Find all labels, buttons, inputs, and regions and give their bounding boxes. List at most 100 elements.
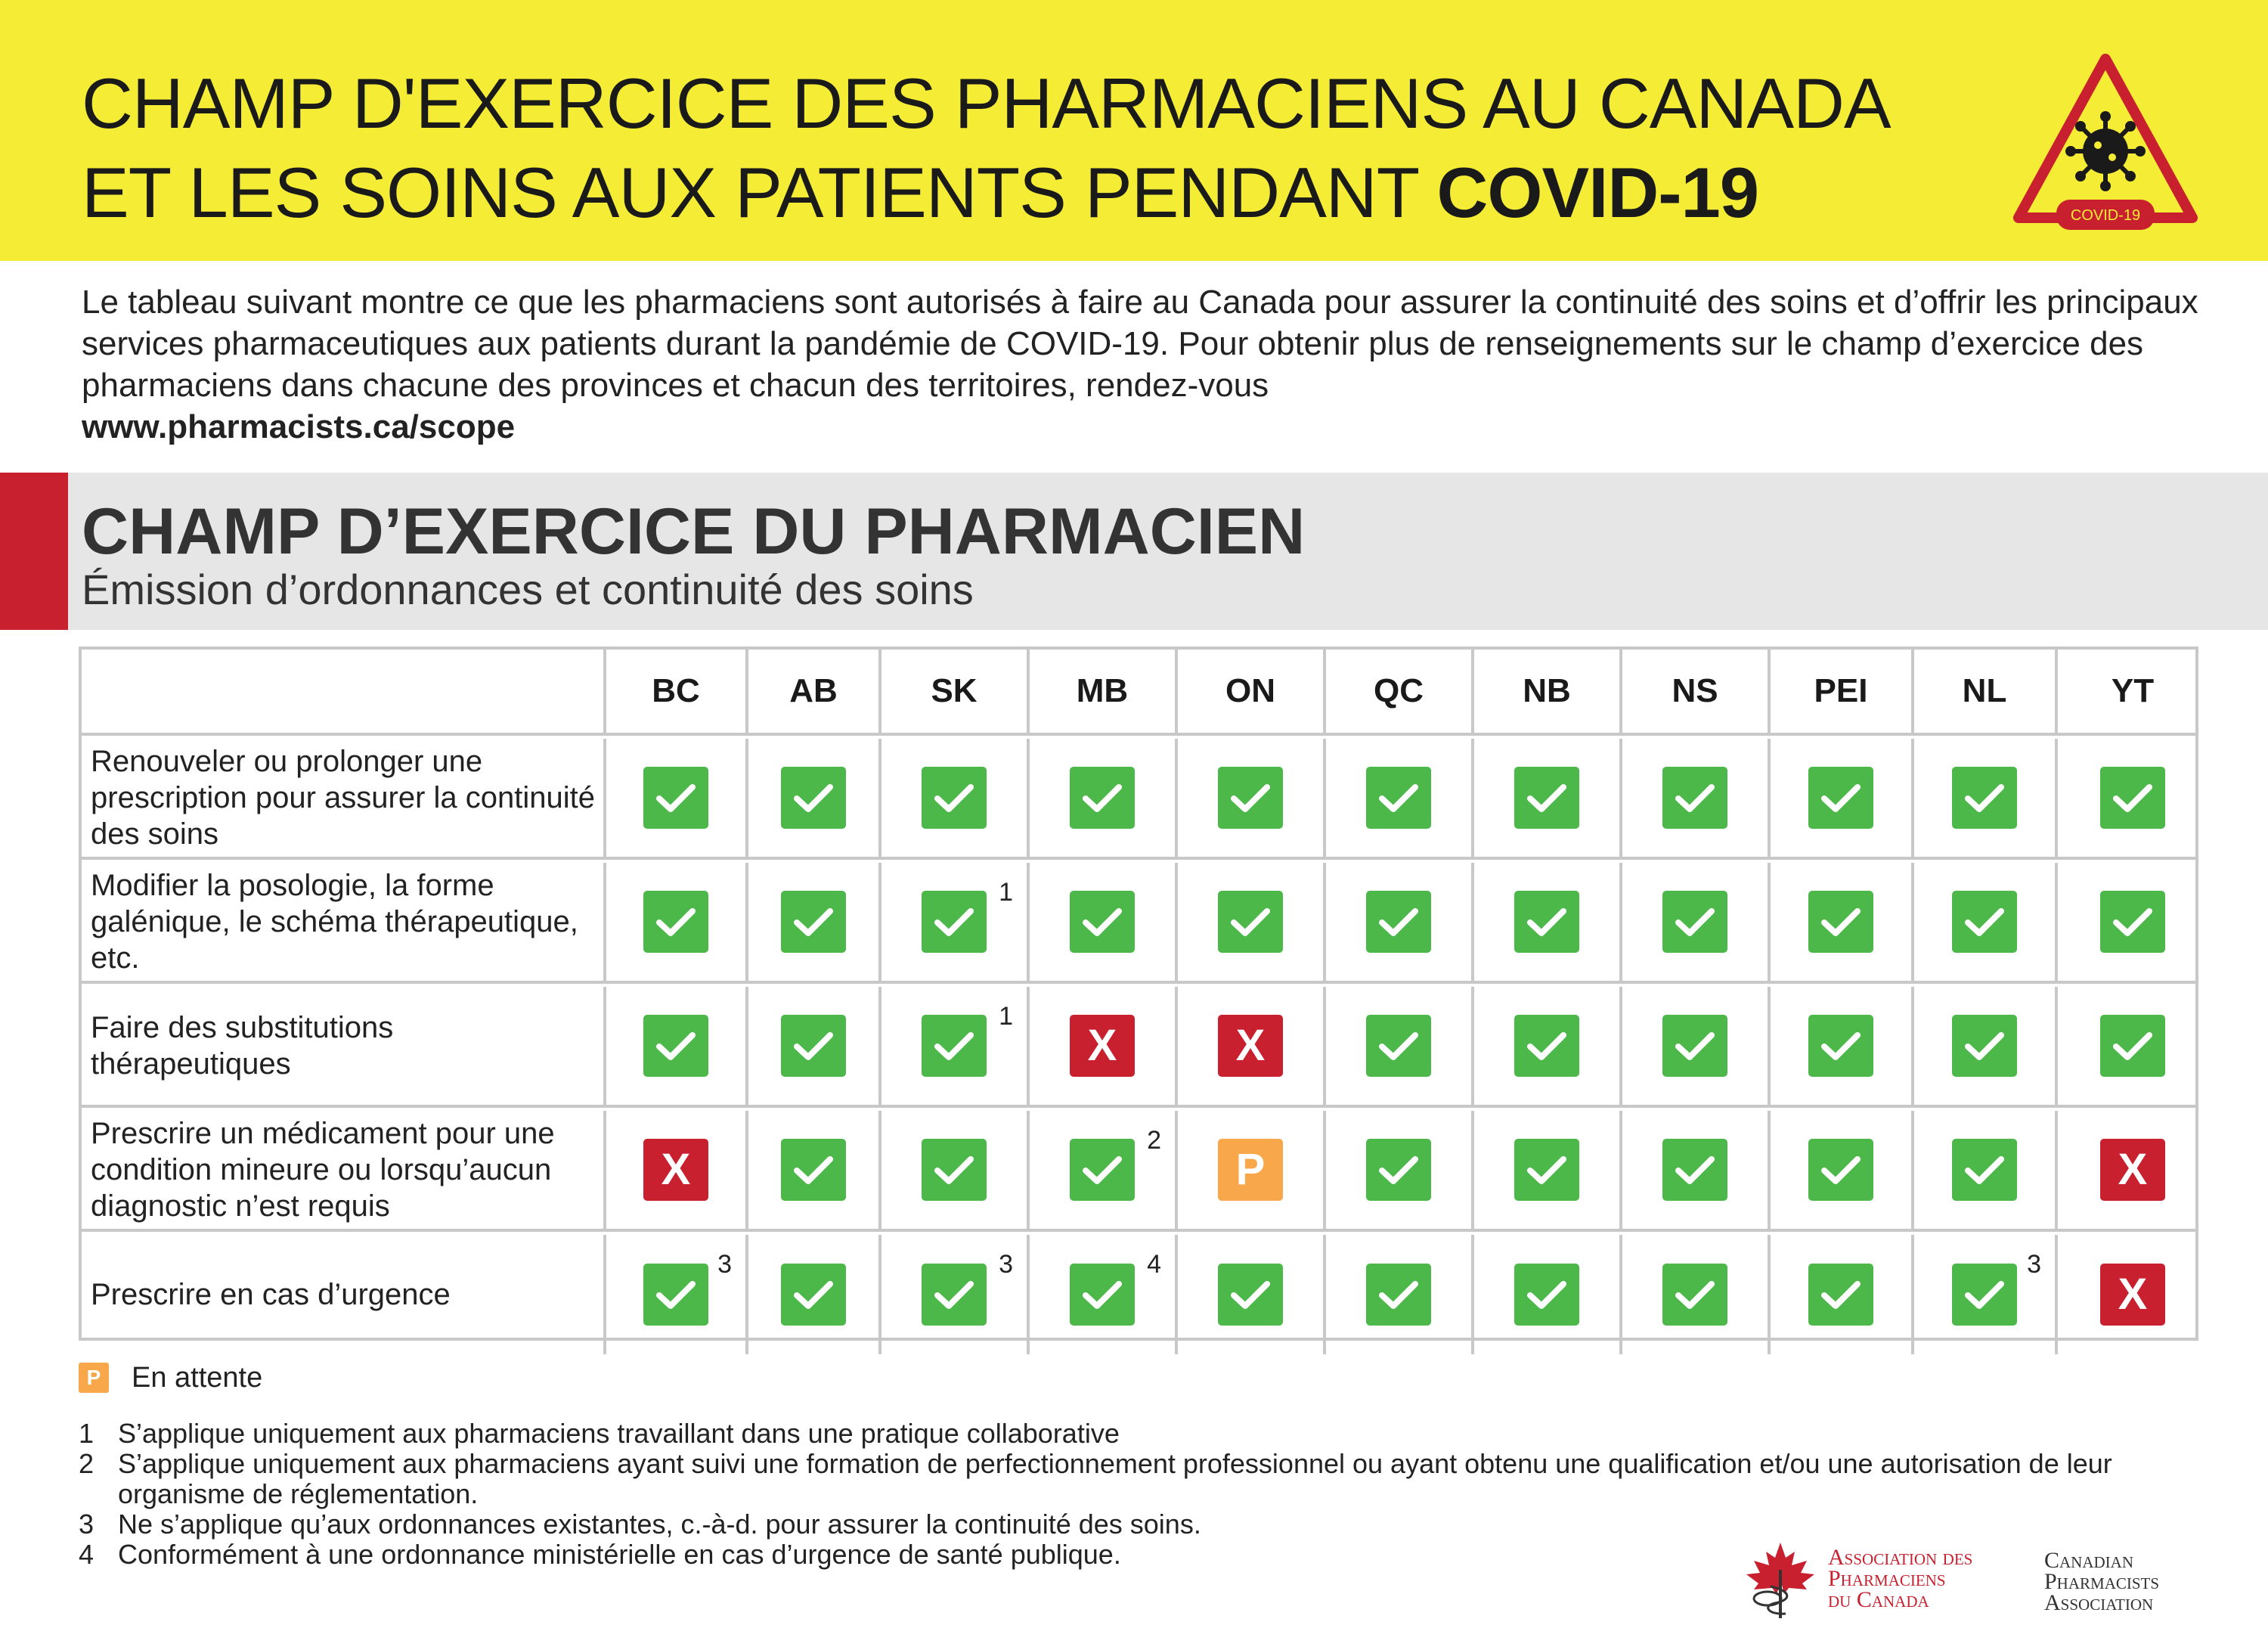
check-icon xyxy=(1952,1015,2017,1077)
status-cell-mb xyxy=(1027,863,1175,981)
check-icon xyxy=(922,1015,987,1077)
footnote-text: Ne s’applique qu’aux ordonnances existan… xyxy=(118,1509,1201,1540)
row-label: Renouveler ou prolonger une prescription… xyxy=(91,745,596,851)
status-cell-bc xyxy=(603,863,745,981)
status-cell-nl xyxy=(1911,987,2055,1105)
logo-en-line: Canadian xyxy=(2044,1548,2133,1573)
check-icon xyxy=(2100,767,2165,829)
status-cell-mb: 2 xyxy=(1027,1111,1175,1229)
status-cell-qc xyxy=(1323,987,1471,1105)
check-icon xyxy=(1218,767,1283,829)
check-icon xyxy=(1218,891,1283,953)
check-icon xyxy=(1514,1264,1579,1326)
status-cell-nl xyxy=(1911,863,2055,981)
column-header-nb: NB xyxy=(1471,650,1619,733)
check-icon xyxy=(1366,1139,1431,1201)
table-row: Modifier la posologie, la forme galéniqu… xyxy=(82,863,2195,984)
status-cell-ns xyxy=(1619,863,1768,981)
check-icon xyxy=(1366,891,1431,953)
x-glyph: X xyxy=(2118,1270,2148,1319)
check-icon xyxy=(1952,1264,2017,1326)
scope-url-link[interactable]: www.pharmacists.ca/scope xyxy=(82,408,516,445)
row-label: Faire des substitutions thérapeutiques xyxy=(91,1011,394,1081)
column-header-label: YT xyxy=(2111,672,2155,709)
status-cell-sk: 1 xyxy=(878,863,1027,981)
column-header-label: QC xyxy=(1374,672,1424,709)
check-icon xyxy=(1808,891,1873,953)
check-icon xyxy=(1952,767,2017,829)
row-label-cell: Faire des substitutions thérapeutiques xyxy=(82,987,603,1105)
footnote-ref: 1 xyxy=(999,1002,1013,1031)
column-header-label: PEI xyxy=(1814,672,1868,709)
status-cell-mb: 4 xyxy=(1027,1235,1175,1354)
check-icon xyxy=(643,1264,708,1326)
p-glyph: P xyxy=(1235,1145,1266,1194)
check-icon xyxy=(1366,1264,1431,1326)
title-line-2-bold: COVID-19 xyxy=(1436,153,1760,232)
check-icon xyxy=(1808,1015,1873,1077)
footnote-number: 1 xyxy=(79,1418,94,1449)
check-icon xyxy=(1662,891,1727,953)
column-header-pei: PEI xyxy=(1768,650,1911,733)
pending-icon: P xyxy=(79,1363,109,1393)
section-title: CHAMP D’EXERCICE DU PHARMACIEN xyxy=(82,495,1306,568)
check-icon xyxy=(922,1139,987,1201)
status-cell-on: X xyxy=(1175,987,1323,1105)
check-icon xyxy=(922,1264,987,1326)
row-label-cell: Renouveler ou prolonger une prescription… xyxy=(82,739,603,857)
x-icon: X xyxy=(1070,1015,1135,1077)
status-cell-ab xyxy=(745,863,878,981)
section-subtitle: Émission d’ordonnances et continuité des… xyxy=(82,566,974,613)
status-cell-yt xyxy=(2055,987,2208,1105)
footnote-ref: 2 xyxy=(1147,1126,1161,1155)
row-label-cell: Modifier la posologie, la forme galéniqu… xyxy=(82,863,603,981)
status-cell-sk: 3 xyxy=(878,1235,1027,1354)
check-icon xyxy=(781,1139,846,1201)
check-icon xyxy=(922,767,987,829)
status-cell-ns xyxy=(1619,1111,1768,1229)
footnote-number: 2 xyxy=(79,1448,94,1479)
check-icon xyxy=(1662,767,1727,829)
check-icon xyxy=(1070,767,1135,829)
check-icon xyxy=(1808,1264,1873,1326)
legend-label: En attente xyxy=(132,1361,263,1394)
header-banner: CHAMP D'EXERCICE DES PHARMACIENS AU CANA… xyxy=(0,0,2268,261)
row-label: Prescrire en cas d’urgence xyxy=(91,1278,451,1311)
column-header-label: SK xyxy=(931,672,978,709)
check-icon xyxy=(1662,1264,1727,1326)
check-icon xyxy=(1514,1139,1579,1201)
status-cell-ab xyxy=(745,739,878,857)
check-icon xyxy=(1662,1015,1727,1077)
column-header-label: AB xyxy=(789,672,838,709)
status-cell-yt xyxy=(2055,739,2208,857)
column-header-qc: QC xyxy=(1323,650,1471,733)
table-row: Faire des substitutions thérapeutiques 1 X… xyxy=(82,987,2195,1108)
status-cell-qc xyxy=(1323,1235,1471,1354)
column-header-yt: YT xyxy=(2055,650,2208,733)
status-cell-yt: X xyxy=(2055,1111,2208,1229)
footnote-ref: 3 xyxy=(999,1250,1013,1279)
footnote-ref: 1 xyxy=(999,878,1013,907)
table-corner-cell xyxy=(82,650,603,733)
column-header-label: NL xyxy=(1962,672,2007,709)
status-cell-sk: 1 xyxy=(878,987,1027,1105)
check-icon xyxy=(1070,891,1135,953)
status-cell-ns xyxy=(1619,1235,1768,1354)
status-cell-nl xyxy=(1911,739,2055,857)
column-header-label: NS xyxy=(1672,672,1718,709)
status-cell-pei xyxy=(1768,739,1911,857)
footnotes: 1 S’applique uniquement aux pharmaciens t… xyxy=(79,1419,2211,1570)
status-cell-qc xyxy=(1323,739,1471,857)
footnote: 2 S’applique uniquement aux pharmaciens a… xyxy=(79,1449,2211,1509)
x-glyph: X xyxy=(1087,1021,1117,1070)
check-icon xyxy=(1952,1139,2017,1201)
status-cell-mb: X xyxy=(1027,987,1175,1105)
check-icon xyxy=(643,891,708,953)
table-row: Prescrire un médicament pour une conditi… xyxy=(82,1111,2195,1232)
logo-fr-line: Pharmaciens xyxy=(1828,1566,1946,1591)
x-icon: X xyxy=(1218,1015,1283,1077)
check-icon xyxy=(1514,891,1579,953)
table-header-row: BC AB SK MB ON QC NB NS PEI NL YT xyxy=(82,650,2195,736)
x-glyph: X xyxy=(661,1145,691,1194)
status-cell-nb xyxy=(1471,863,1619,981)
